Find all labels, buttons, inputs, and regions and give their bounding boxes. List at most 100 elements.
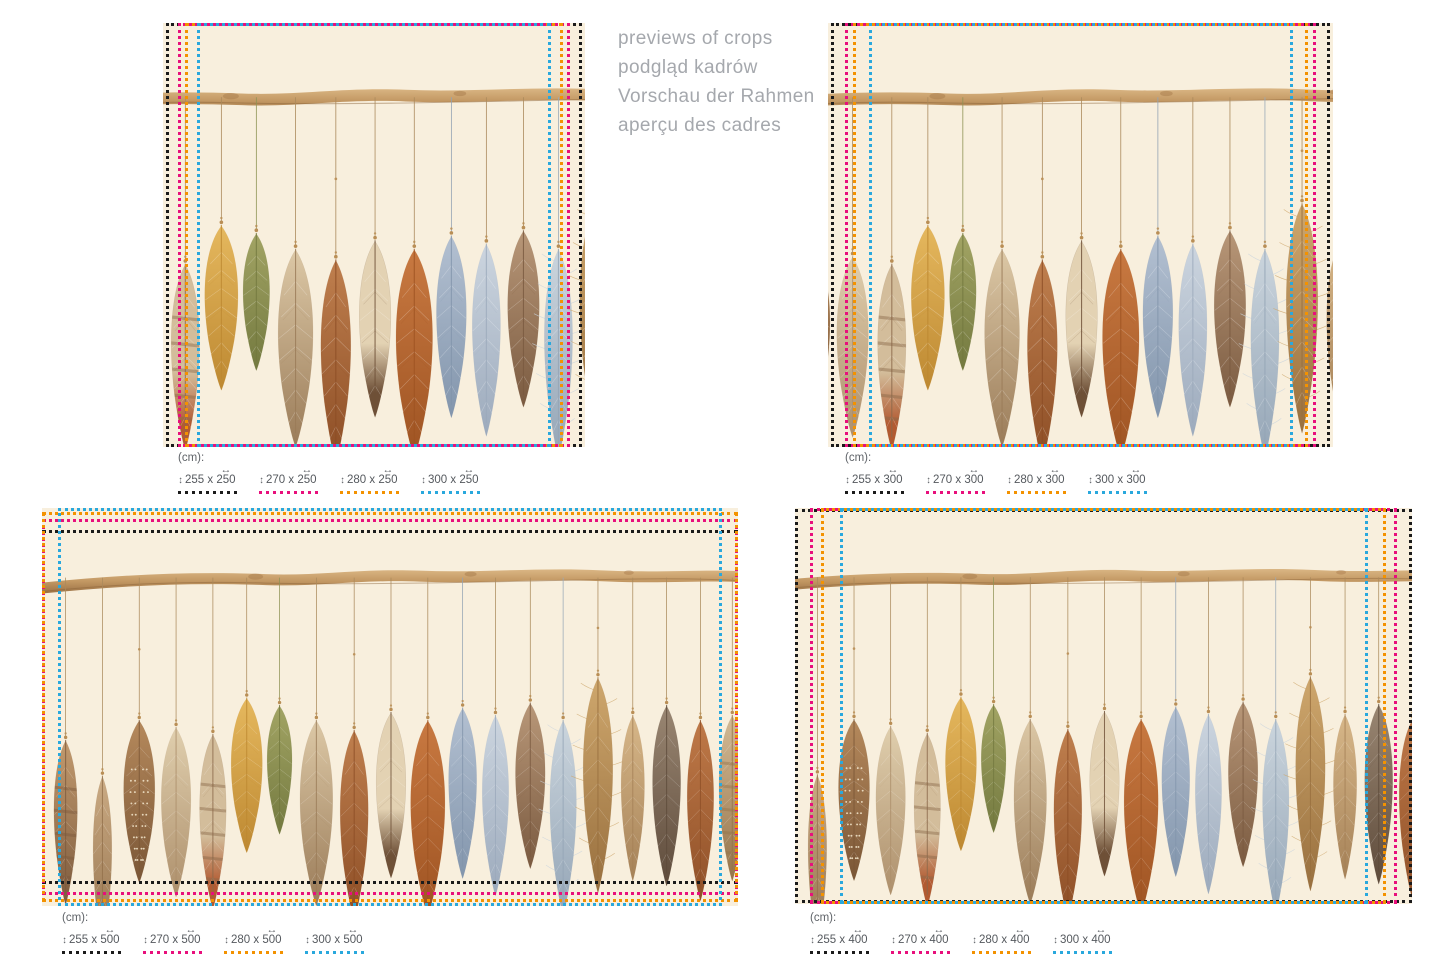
height-value: 270 <box>933 474 953 486</box>
caption-line-de: Vorschau der Rahmen <box>618 86 815 107</box>
size-option-280x300: ↕ 280 x ↔ 300 <box>1007 465 1088 494</box>
height-arrow-icon: ↕ <box>178 475 183 486</box>
crop-color-swatch-pink <box>926 491 988 494</box>
size-option-280x400: ↕ 280 x ↔ 400 <box>972 925 1053 954</box>
unit-label: (cm): <box>810 912 837 924</box>
width-value: 500 <box>262 934 282 946</box>
dimension-separator: x <box>447 474 460 486</box>
dimension-separator: x <box>88 934 101 946</box>
size-label: ↕ 270 x ↔ 250 <box>259 465 340 487</box>
dimension-separator: x <box>998 934 1011 946</box>
height-value: 300 <box>1095 474 1115 486</box>
width-arrow-icon: ↔ <box>968 465 980 475</box>
size-option-270x300: ↕ 270 x ↔ 300 <box>926 465 1007 494</box>
height-arrow-icon: ↕ <box>926 475 931 486</box>
size-option-255x250: ↕ 255 x ↔ 250 <box>178 465 259 494</box>
dimension-separator: x <box>204 474 217 486</box>
width-value: 400 <box>1091 934 1111 946</box>
width-value: 500 <box>100 934 120 946</box>
size-label: ↕ 300 x ↔ 300 <box>1088 465 1169 487</box>
height-arrow-icon: ↕ <box>259 475 264 486</box>
size-label: ↕ 255 x ↔ 500 <box>62 925 143 947</box>
crop-color-swatch-black <box>845 491 907 494</box>
height-value: 300 <box>1060 934 1080 946</box>
size-option-300x300: ↕ 300 x ↔ 300 <box>1088 465 1169 494</box>
height-value: 255 <box>185 474 205 486</box>
unit-label: (cm): <box>845 452 872 464</box>
crop-color-swatch-pink <box>891 951 953 954</box>
crop-color-swatch-orange <box>972 951 1034 954</box>
width-arrow-icon: ↔ <box>347 925 359 935</box>
size-label: ↕ 300 x ↔ 400 <box>1053 925 1134 947</box>
height-value: 280 <box>231 934 251 946</box>
feather-mural-image <box>42 508 738 906</box>
size-option-300x500: ↕ 300 x ↔ 500 <box>305 925 386 954</box>
width-arrow-icon: ↔ <box>1049 465 1061 475</box>
height-value: 255 <box>817 934 837 946</box>
height-arrow-icon: ↕ <box>62 935 67 946</box>
crop-color-swatch-black <box>62 951 124 954</box>
height-arrow-icon: ↕ <box>340 475 345 486</box>
caption-block: previews of crops podgląd kadrów Vorscha… <box>618 24 815 140</box>
width-arrow-icon: ↔ <box>887 465 899 475</box>
size-label: ↕ 270 x ↔ 300 <box>926 465 1007 487</box>
height-value: 300 <box>428 474 448 486</box>
feather-mural-image <box>795 508 1412 904</box>
size-label: ↕ 270 x ↔ 400 <box>891 925 972 947</box>
width-value: 500 <box>343 934 363 946</box>
size-label: ↕ 300 x ↔ 500 <box>305 925 386 947</box>
size-option-270x250: ↕ 270 x ↔ 250 <box>259 465 340 494</box>
width-arrow-icon: ↔ <box>301 465 313 475</box>
crop-color-swatch-blue <box>421 491 483 494</box>
height-arrow-icon: ↕ <box>305 935 310 946</box>
size-option-300x250: ↕ 300 x ↔ 250 <box>421 465 502 494</box>
width-value: 500 <box>181 934 201 946</box>
width-arrow-icon: ↔ <box>1130 465 1142 475</box>
width-value: 400 <box>848 934 868 946</box>
size-option-255x500: ↕ 255 x ↔ 500 <box>62 925 143 954</box>
height-value: 255 <box>69 934 89 946</box>
size-option-255x400: ↕ 255 x ↔ 400 <box>810 925 891 954</box>
dimension-separator: x <box>952 474 965 486</box>
width-value: 400 <box>929 934 949 946</box>
size-label: ↕ 255 x ↔ 250 <box>178 465 259 487</box>
width-value: 300 <box>1126 474 1146 486</box>
unit-label: (cm): <box>178 452 205 464</box>
height-arrow-icon: ↕ <box>972 935 977 946</box>
crop-preview-panel-250 <box>163 23 585 447</box>
size-label: ↕ 280 x ↔ 250 <box>340 465 421 487</box>
crop-color-swatch-pink <box>143 951 205 954</box>
size-label: ↕ 280 x ↔ 300 <box>1007 465 1088 487</box>
width-value: 250 <box>378 474 398 486</box>
dimension-separator: x <box>1079 934 1092 946</box>
size-legend: (cm): ↕ 255 x ↔ 400 ↕ 270 x ↔ 400 ↕ 280 x ↔ 400 ↕… <box>810 912 1134 954</box>
width-arrow-icon: ↔ <box>1095 925 1107 935</box>
size-option-270x400: ↕ 270 x ↔ 400 <box>891 925 972 954</box>
width-value: 300 <box>1045 474 1065 486</box>
crop-color-swatch-blue <box>1053 951 1115 954</box>
size-option-255x300: ↕ 255 x ↔ 300 <box>845 465 926 494</box>
height-arrow-icon: ↕ <box>1088 475 1093 486</box>
height-value: 280 <box>347 474 367 486</box>
crop-color-swatch-orange <box>224 951 286 954</box>
size-option-300x400: ↕ 300 x ↔ 400 <box>1053 925 1134 954</box>
height-value: 300 <box>312 934 332 946</box>
height-value: 280 <box>1014 474 1034 486</box>
dimension-separator: x <box>917 934 930 946</box>
caption-line-fr: aperçu des cadres <box>618 115 782 136</box>
crop-preview-panel-400 <box>795 508 1412 904</box>
dimension-separator: x <box>331 934 344 946</box>
width-arrow-icon: ↔ <box>185 925 197 935</box>
size-option-280x500: ↕ 280 x ↔ 500 <box>224 925 305 954</box>
size-label: ↕ 300 x ↔ 250 <box>421 465 502 487</box>
width-value: 300 <box>964 474 984 486</box>
height-arrow-icon: ↕ <box>810 935 815 946</box>
height-value: 270 <box>898 934 918 946</box>
unit-label: (cm): <box>62 912 89 924</box>
dimension-separator: x <box>285 474 298 486</box>
crop-preview-panel-500 <box>42 508 738 906</box>
crop-color-swatch-pink <box>259 491 321 494</box>
size-option-270x500: ↕ 270 x ↔ 500 <box>143 925 224 954</box>
height-arrow-icon: ↕ <box>845 475 850 486</box>
feather-mural-image <box>163 23 585 447</box>
